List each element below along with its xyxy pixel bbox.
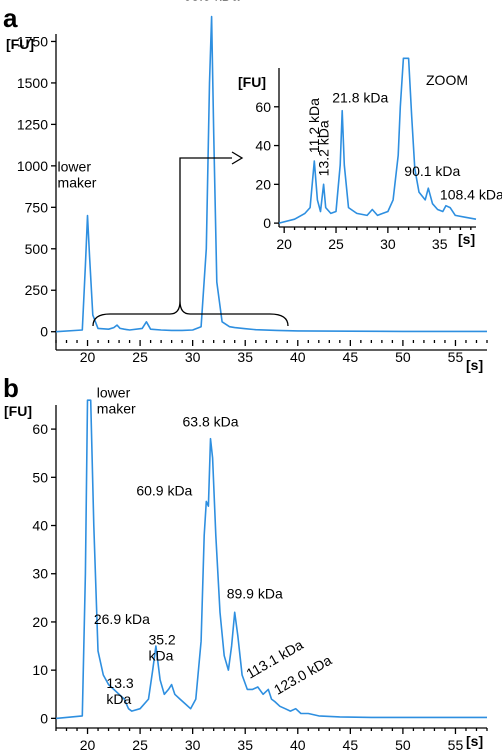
inset-peak-label: 90.1 kDa — [404, 163, 460, 179]
inset-title: ZOOM — [426, 72, 468, 88]
inset-trace — [278, 57, 477, 224]
inset-peak-label: 11.2 kDa — [306, 98, 322, 153]
panel-b-x-tick-label: 35 — [237, 737, 253, 751]
panel-a-x-tick-label: 40 — [290, 349, 306, 365]
panel-b-peak-label: 35.2 kDa — [148, 632, 175, 664]
panel-a-y-tick-label: 1500 — [17, 75, 48, 91]
panel-b-y-tick-label: 50 — [32, 469, 48, 485]
panel-a-x-tick-label: 25 — [132, 349, 148, 365]
panel-b-peak-label: 89.9 kDa — [227, 585, 283, 601]
panel-b-y-tick-label: 0 — [40, 710, 48, 726]
inset-peak-label: 108.4 kDa — [440, 187, 502, 203]
inset-y-tick-label: 60 — [255, 99, 271, 115]
panel-a-letter: a — [3, 3, 18, 33]
panel-b-x-tick-label: 25 — [132, 737, 148, 751]
panel-b-letter: b — [3, 373, 19, 403]
panel-b-peak-label: 26.9 kDa — [94, 611, 150, 627]
inset-x-ticks: 20 25 30 35 — [276, 227, 472, 252]
panel-a-y-tick-label: 500 — [25, 241, 49, 257]
panel-a-y-tick-label: 1750 — [17, 33, 48, 49]
panel-a-y-tick-label: 250 — [25, 282, 49, 298]
panel-b-x-tick-label: 30 — [185, 737, 201, 751]
zoom-arrow-head — [231, 151, 244, 165]
panel-a-x-tick-label: 20 — [80, 349, 96, 365]
panel-a-trace — [55, 15, 487, 333]
inset-x-tick-label: 20 — [276, 236, 292, 252]
inset-y-tick-label: 40 — [255, 138, 271, 154]
panel-a-y-tick-label: 1000 — [17, 158, 48, 174]
panel-b-x-ticks: 20 25 30 35 40 45 50 55 — [55, 728, 488, 751]
panel-b-x-tick-label: 50 — [395, 737, 411, 751]
panel-b-peak-label: 13.3 kDa — [106, 675, 133, 707]
panel-a-peak-label: lower maker — [58, 159, 97, 191]
panel-b-y-tick-label: 60 — [32, 421, 48, 437]
inset-y-unit: [FU] — [238, 74, 266, 90]
panel-b-y-tick-label: 30 — [32, 566, 48, 582]
panel-b-annotations: lower maker 63.8 kDa 60.9 kDa 89.9 kDa 26.9 k… — [94, 384, 335, 706]
panel-a-y-ticks: 0 250 500 750 1000 1250 1500 1750 — [17, 33, 56, 340]
panel-b-peak-label: 60.9 kDa — [136, 482, 192, 498]
panel-a-y-tick-label: 0 — [40, 324, 48, 340]
panel-b-y-tick-label: 20 — [32, 614, 48, 630]
panel-a-x-tick-label: 35 — [237, 349, 253, 365]
panel-b-peak-label: 63.8 kDa — [183, 414, 239, 430]
inset-x-unit: [s] — [458, 231, 475, 247]
panel-b-x-unit: [s] — [466, 733, 483, 749]
panel-b-y-tick-label: 10 — [32, 662, 48, 678]
panel-a-x-ticks: 20 25 30 35 40 45 50 55 — [55, 340, 488, 365]
inset-x-tick-label: 35 — [432, 236, 448, 252]
panel-b-x-tick-label: 45 — [343, 737, 359, 751]
panel-b-peak-label: lower maker — [97, 384, 136, 416]
inset-peak-label: 13.2 kDa — [316, 120, 332, 176]
panel-a-x-tick-label: 50 — [395, 349, 411, 365]
panel-a-x-tick-label: 30 — [185, 349, 201, 365]
panel-b: b [FU] [s] 0 10 20 30 40 50 60 20 25 30 35 40 45 50 5… — [3, 373, 488, 751]
inset-x-tick-label: 30 — [380, 236, 396, 252]
panel-a-x-tick-label: 55 — [448, 349, 464, 365]
panel-a-y-unit: [FU] — [6, 36, 34, 52]
panel-a-y-tick-label: 750 — [25, 199, 49, 215]
panel-b-x-tick-label: 55 — [448, 737, 464, 751]
panel-b-trace — [55, 399, 487, 720]
inset-peak-label: 21.8 kDa — [332, 90, 388, 106]
inset-y-ticks: 0 20 40 60 — [255, 99, 279, 231]
inset-x-tick-label: 25 — [328, 236, 344, 252]
panel-b-y-unit: [FU] — [4, 403, 32, 419]
panel-b-x-tick-label: 40 — [290, 737, 306, 751]
zoom-bracket — [92, 300, 289, 327]
zoom-arrow-line — [179, 157, 232, 301]
panel-b-x-tick-label: 20 — [80, 737, 96, 751]
panel-a-x-tick-label: 45 — [343, 349, 359, 365]
panel-a-peak-label: 63.9 kDa — [184, 0, 240, 4]
inset-y-tick-label: 20 — [255, 176, 271, 192]
inset-y-tick-label: 0 — [263, 215, 271, 231]
panel-b-y-ticks: 0 10 20 30 40 50 60 — [32, 421, 56, 726]
panel-a-x-unit: [s] — [466, 357, 483, 373]
panel-a-y-tick-label: 1250 — [17, 116, 48, 132]
panel-b-y-tick-label: 40 — [32, 518, 48, 534]
